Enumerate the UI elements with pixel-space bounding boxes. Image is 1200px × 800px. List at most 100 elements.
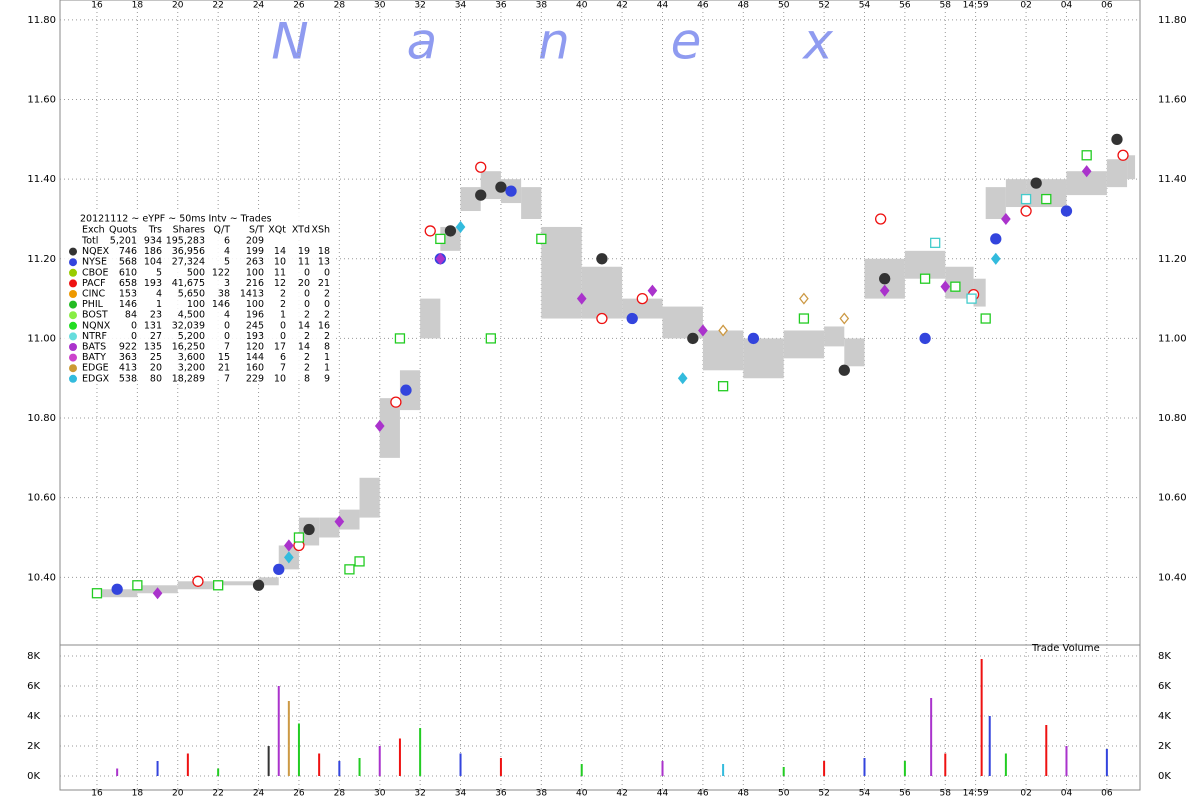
table-cell: 27,324 xyxy=(172,257,205,268)
table-cell: 27 xyxy=(150,331,162,342)
table-cell: 4 xyxy=(224,310,230,321)
table-header: Quots xyxy=(109,225,137,236)
quote-band xyxy=(824,326,845,347)
table-cell: 0 xyxy=(224,331,230,342)
x-tick-label: 14:59 xyxy=(963,789,989,799)
trade-marker xyxy=(303,523,315,536)
trade-marker xyxy=(1081,150,1092,161)
trade-marker xyxy=(838,364,850,376)
quote-band xyxy=(783,330,825,359)
table-cell: 80 xyxy=(150,373,162,384)
x-tick-label: 30 xyxy=(374,1,386,11)
table-cell: 0 xyxy=(304,299,310,310)
watermark-letter: n xyxy=(538,13,570,71)
table-cell: NTRF xyxy=(82,331,107,342)
volume-tick-label: 4K xyxy=(1158,711,1171,722)
volume-tick-label: 8K xyxy=(27,651,40,662)
volume-bar xyxy=(863,758,866,776)
x-tick-label: 52 xyxy=(818,1,829,11)
volume-bar xyxy=(1065,746,1068,776)
x-tick-label: 56 xyxy=(899,789,911,799)
table-cell: 16,250 xyxy=(172,342,205,353)
x-tick-label: 56 xyxy=(899,1,911,11)
table-header: XQt xyxy=(268,225,286,236)
table-header: XTd xyxy=(292,225,310,236)
trade-marker xyxy=(966,293,977,304)
quote-band xyxy=(319,517,340,538)
volume-bar xyxy=(358,758,361,776)
table-cell: 7 xyxy=(224,373,230,384)
volume-bar xyxy=(398,738,401,776)
x-tick-label: 48 xyxy=(738,789,750,799)
table-cell: 131 xyxy=(144,320,162,331)
x-tick-label: 24 xyxy=(253,1,265,11)
table-cell: CBOE xyxy=(82,267,108,278)
table-cell: 0 xyxy=(131,331,137,342)
y-tick-label: 11.20 xyxy=(27,254,56,265)
trade-marker xyxy=(152,587,163,600)
volume-bar xyxy=(217,768,220,776)
trade-marker xyxy=(400,384,412,396)
table-cell: 4 xyxy=(224,246,230,257)
trade-marker xyxy=(475,189,487,201)
trade-marker xyxy=(990,233,1002,245)
trade-marker xyxy=(596,253,608,265)
volume-label: Trade Volume xyxy=(1031,643,1100,654)
volume-bar xyxy=(419,728,422,776)
quote-band xyxy=(379,398,400,458)
trade-marker xyxy=(718,324,728,337)
x-tick-label: 40 xyxy=(576,1,588,11)
volume-bar xyxy=(903,761,906,776)
y-tick-label: 11.20 xyxy=(1158,254,1187,265)
table-cell: 15 xyxy=(218,352,230,363)
table-cell: 2 xyxy=(280,289,286,300)
table-cell: 16 xyxy=(318,320,330,331)
volume-bar xyxy=(988,716,991,776)
volume-tick-label: 6K xyxy=(27,681,40,692)
volume-bar xyxy=(580,764,583,776)
table-cell: 6 xyxy=(224,236,230,247)
volume-bar xyxy=(277,686,280,776)
x-tick-label: 20 xyxy=(172,789,184,799)
table-cell: 11 xyxy=(274,267,286,278)
watermark-letter: N xyxy=(271,13,308,71)
volume-bar xyxy=(297,723,300,776)
table-cell: 18 xyxy=(318,246,330,257)
trade-marker xyxy=(717,381,729,392)
table-cell: 8 xyxy=(304,373,310,384)
table-header: Exch xyxy=(82,225,105,236)
trade-marker xyxy=(390,396,402,408)
table-cell: 0 xyxy=(224,320,230,331)
watermark-letter: a xyxy=(407,13,438,71)
table-cell: 9 xyxy=(324,373,330,384)
volume-tick-label: 6K xyxy=(1158,681,1171,692)
x-tick-label: 40 xyxy=(576,789,588,799)
trade-marker xyxy=(505,185,517,197)
quote-band xyxy=(521,187,542,219)
x-tick-label: 16 xyxy=(91,789,103,799)
trade-marker xyxy=(1020,193,1032,205)
table-cell: 3,600 xyxy=(178,352,205,363)
trade-marker xyxy=(879,273,891,285)
table-cell: 4 xyxy=(156,289,162,300)
table-cell: 5,200 xyxy=(178,331,205,342)
table-cell: 6 xyxy=(280,352,286,363)
trade-marker xyxy=(435,233,446,245)
table-cell: 21 xyxy=(218,363,230,374)
volume-bar xyxy=(499,758,502,776)
table-cell: 413 xyxy=(119,363,137,374)
x-tick-label: 06 xyxy=(1101,789,1113,799)
table-cell: 7 xyxy=(280,363,286,374)
table-cell: 500 xyxy=(187,267,205,278)
trade-marker xyxy=(284,551,294,564)
table-cell: 0 xyxy=(324,267,330,278)
table-cell: EDGE xyxy=(82,363,109,374)
table-cell: 229 xyxy=(246,373,264,384)
x-tick-label: 34 xyxy=(455,789,467,799)
legend-marker xyxy=(69,279,77,288)
table-cell: 14 xyxy=(298,342,310,353)
x-tick-label: 42 xyxy=(616,789,627,799)
y-tick-label: 10.40 xyxy=(1158,572,1187,583)
trade-marker xyxy=(919,332,931,345)
